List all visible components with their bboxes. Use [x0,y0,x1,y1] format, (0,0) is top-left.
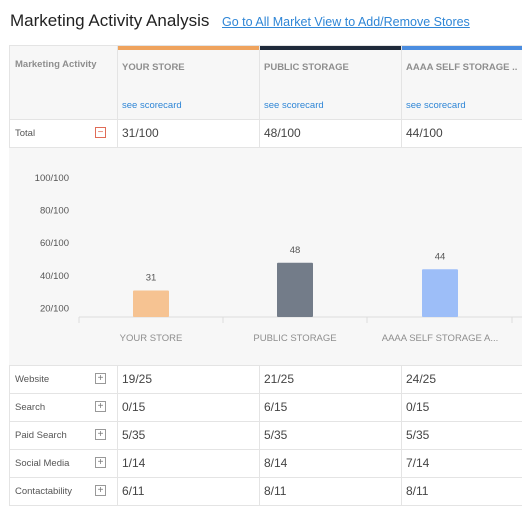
aaaa-self-storage-scorecard-link[interactable]: see scorecard [406,100,466,111]
divider [9,505,522,506]
collapse-total-toggle[interactable]: − [95,127,106,138]
row-label-contactability: Contactability [15,486,73,497]
score-cell: 6/11 [122,484,145,498]
x-tick-label: PUBLIC STORAGE [253,333,336,344]
table-row-total: Total − 31/100 48/100 44/100 [9,119,522,147]
score-cell: 8/11 [406,484,429,498]
divider [9,119,522,120]
score-cell: 5/35 [122,428,146,442]
y-tick-label: 20/100 [40,303,69,314]
expand-website-toggle[interactable]: + [95,373,106,384]
bar [277,262,313,317]
score-cell: 8/11 [264,484,287,498]
table-row-website: Website + 19/25 21/25 24/25 [9,365,522,393]
score-cell: 5/35 [264,428,288,442]
score-cell: 8/14 [264,456,288,470]
y-tick-label: 100/100 [35,173,69,184]
bar [133,290,169,317]
table-header-row: Marketing Activity YOUR STORE see scorec… [9,45,522,119]
column-header-public-storage: PUBLIC STORAGE [264,62,349,73]
divider [9,147,522,148]
expand-search-toggle[interactable]: + [95,401,106,412]
divider [9,477,522,478]
x-tick-label: YOUR STORE [120,333,183,344]
divider [9,45,10,147]
divider [401,365,402,505]
score-cell: 0/15 [122,400,146,414]
x-tick-label: AAAA SELF STORAGE A... [382,333,499,344]
table-row-search: Search + 0/15 6/15 0/15 [9,393,522,421]
table-row-paid-search: Paid Search + 5/35 5/35 5/35 [9,421,522,449]
your-store-color-bar [117,45,259,50]
bar-value-label: 31 [146,272,157,283]
row-label-social-media: Social Media [15,458,70,469]
divider [9,365,522,366]
score-cell: 48/100 [264,126,301,140]
score-cell: 6/15 [264,400,288,414]
score-cell: 1/14 [122,456,146,470]
bar-value-label: 44 [435,251,446,262]
expand-contactability-toggle[interactable]: + [95,485,106,496]
divider [117,45,118,147]
expand-paid-search-toggle[interactable]: + [95,429,106,440]
divider [259,45,260,147]
score-cell: 44/100 [406,126,443,140]
aaaa-self-storage-color-bar [401,45,522,50]
divider [9,421,522,422]
score-cell: 7/14 [406,456,430,470]
divider [259,365,260,505]
page-title: Marketing Activity Analysis [10,11,210,30]
row-label-search: Search [15,402,46,413]
all-market-view-link[interactable]: Go to All Market View to Add/Remove Stor… [222,15,470,29]
public-storage-color-bar [259,45,401,50]
score-cell: 21/25 [264,372,295,386]
score-cell: 19/25 [122,372,153,386]
divider [117,365,118,505]
score-cell: 31/100 [122,126,159,140]
score-cell: 0/15 [406,400,430,414]
y-tick-label: 40/100 [40,271,69,282]
marketing-activity-table: Marketing Activity YOUR STORE see scorec… [9,45,522,510]
table-row-social-media: Social Media + 1/14 8/14 7/14 [9,449,522,477]
bar-value-label: 48 [290,245,301,256]
y-tick-label: 60/100 [40,238,69,249]
divider [401,45,402,147]
public-storage-scorecard-link[interactable]: see scorecard [264,100,324,111]
y-tick-label: 80/100 [40,206,69,217]
divider [9,449,522,450]
bar-chart: 100/100 80/100 60/100 40/100 20/100 31 YOUR ST… [35,173,522,344]
row-label-total: Total [15,128,36,139]
column-header-your-store: YOUR STORE [122,62,185,73]
score-cell: 24/25 [406,372,437,386]
divider [9,365,10,505]
score-cell: 5/35 [406,428,430,442]
divider [9,393,522,394]
section-header: Marketing Activity Analysis Go to All Ma… [10,11,522,33]
marketing-activity-header: Marketing Activity [15,59,97,70]
total-score-chart: 100/100 80/100 60/100 40/100 20/100 31 YOUR ST… [9,147,522,365]
row-label-website: Website [15,374,50,385]
bar [422,269,458,317]
table-row-contactability: Contactability + 6/11 8/11 8/11 [9,477,522,505]
expand-social-media-toggle[interactable]: + [95,457,106,468]
your-store-scorecard-link[interactable]: see scorecard [122,100,182,111]
column-header-aaaa-self-storage: AAAA SELF STORAGE ... [406,62,518,73]
divider [9,45,522,46]
row-label-paid-search: Paid Search [15,430,67,441]
